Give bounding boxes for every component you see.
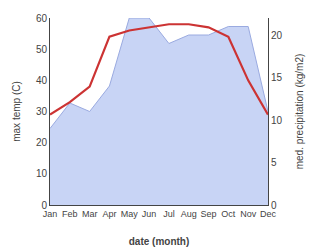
svg-text:20: 20	[271, 30, 283, 41]
svg-text:60: 60	[36, 13, 48, 24]
svg-text:10: 10	[36, 168, 48, 179]
svg-text:max temp (C): max temp (C)	[11, 81, 22, 142]
svg-text:Nov: Nov	[240, 209, 257, 219]
svg-text:date (month): date (month)	[129, 236, 190, 247]
svg-text:Jul: Jul	[163, 209, 175, 219]
svg-text:med. precipitation (kg/m2): med. precipitation (kg/m2)	[294, 54, 305, 170]
svg-text:Feb: Feb	[62, 209, 78, 219]
svg-text:30: 30	[36, 106, 48, 117]
svg-text:0: 0	[271, 200, 277, 211]
svg-text:Jun: Jun	[142, 209, 157, 219]
svg-text:10: 10	[271, 115, 283, 126]
svg-text:Oct: Oct	[221, 209, 236, 219]
svg-text:Mar: Mar	[82, 209, 98, 219]
svg-text:0: 0	[41, 200, 47, 211]
svg-text:Jan: Jan	[43, 209, 58, 219]
svg-text:Sep: Sep	[201, 209, 217, 219]
svg-text:Aug: Aug	[181, 209, 197, 219]
svg-text:Apr: Apr	[102, 209, 116, 219]
svg-text:20: 20	[36, 137, 48, 148]
svg-text:15: 15	[271, 72, 283, 83]
svg-text:40: 40	[36, 75, 48, 86]
svg-text:50: 50	[36, 44, 48, 55]
svg-text:May: May	[121, 209, 139, 219]
svg-text:Dec: Dec	[260, 209, 277, 219]
svg-text:5: 5	[271, 157, 277, 168]
